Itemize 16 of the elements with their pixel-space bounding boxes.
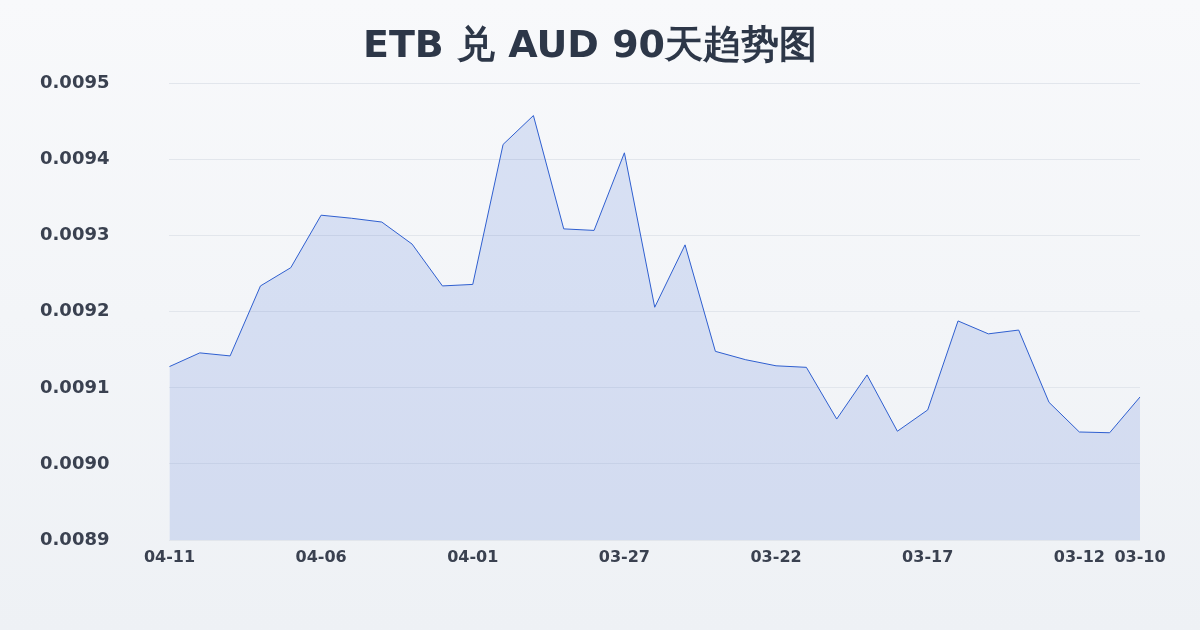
x-tick-label: 03-17 [902, 547, 954, 567]
x-tick-label: 04-11 [143, 547, 196, 567]
x-tick-label: 03-12 [1053, 547, 1105, 567]
y-tick-label: 0.0092 [40, 299, 110, 321]
x-tick-label: 03-10 [1114, 547, 1166, 567]
y-tick-label: 0.0093 [40, 223, 110, 245]
x-tick-label: 03-22 [750, 547, 802, 567]
x-tick-label: 04-01 [447, 547, 499, 567]
y-tick-label: 0.0091 [40, 375, 110, 397]
y-tick-label: 0.0094 [40, 147, 110, 169]
y-tick-label: 0.0089 [40, 527, 110, 549]
x-tick-label: 04-06 [295, 547, 347, 567]
x-tick-label: 03-27 [598, 547, 650, 567]
y-tick-label: 0.0090 [40, 451, 110, 473]
y-tick-label: 0.0095 [40, 71, 110, 93]
chart-title: ETB 兑 AUD 90天趋势图 [362, 21, 818, 66]
